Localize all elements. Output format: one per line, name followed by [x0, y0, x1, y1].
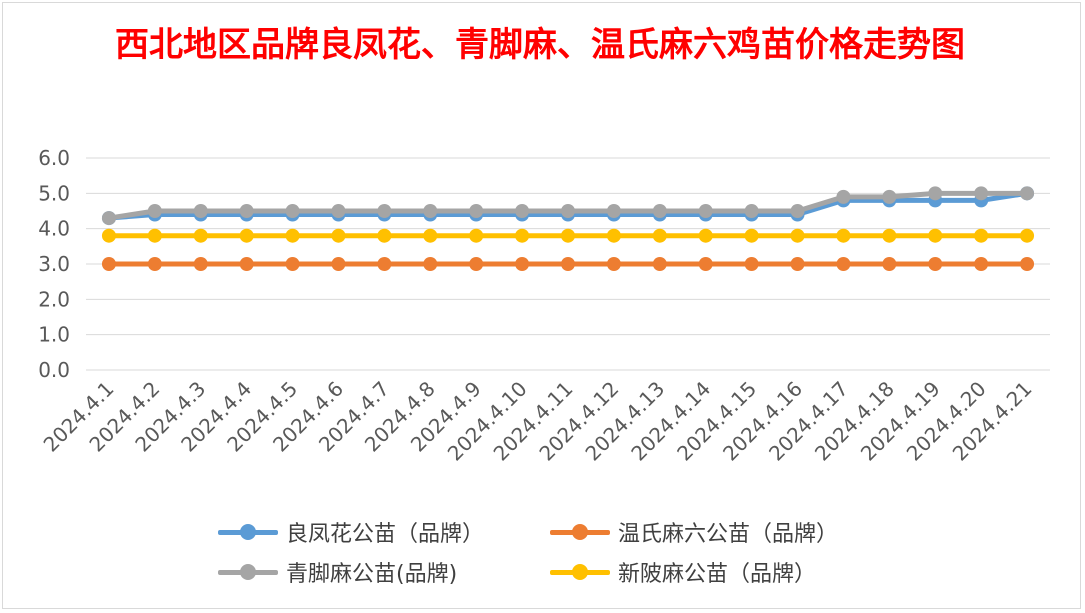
data-point — [515, 228, 530, 243]
data-point — [606, 204, 621, 218]
data-point — [331, 228, 346, 243]
data-point — [423, 204, 438, 218]
data-point — [561, 204, 575, 218]
data-point — [928, 228, 943, 243]
chart-title: 西北地区品牌良凤花、青脚麻、温氏麻六鸡苗价格走势图 — [115, 25, 965, 65]
series-2 — [101, 186, 1035, 226]
data-point — [928, 186, 943, 201]
series-1 — [101, 257, 1035, 271]
data-point — [515, 204, 530, 218]
legend-item-qingjiaoma: 青脚麻公苗(品牌) — [216, 556, 457, 588]
data-point — [744, 204, 759, 218]
data-point — [790, 257, 805, 271]
data-point — [147, 204, 162, 218]
legend-label-qingjiaoma: 青脚麻公苗(品牌) — [286, 562, 458, 587]
data-point — [652, 228, 667, 243]
data-point — [423, 257, 438, 271]
data-point — [744, 228, 759, 243]
data-point — [239, 228, 254, 243]
data-point — [698, 228, 713, 243]
legend-label-wenshi: 温氏麻六公苗（品牌） — [618, 522, 839, 547]
data-point — [836, 189, 851, 204]
y-tick-label: 2.0 — [38, 287, 70, 311]
data-point — [239, 257, 254, 271]
data-point — [101, 257, 116, 271]
data-point — [469, 257, 484, 271]
data-point — [101, 228, 116, 243]
data-point — [790, 228, 805, 243]
data-point — [285, 204, 300, 218]
data-point — [331, 257, 346, 271]
data-point — [698, 204, 713, 218]
data-point — [331, 204, 346, 218]
legend-marker-wenshi — [548, 521, 612, 543]
data-point — [744, 257, 759, 271]
data-point — [606, 257, 621, 271]
data-point — [1020, 186, 1035, 201]
legend-item-wenshi: 温氏麻六公苗（品牌） — [548, 516, 838, 548]
legend-marker-liangfenghua — [216, 521, 280, 543]
data-point — [790, 204, 805, 218]
data-point — [377, 257, 392, 271]
data-point — [285, 257, 300, 271]
data-point — [606, 228, 621, 243]
legend-label-xinpoma: 新陂麻公苗（品牌） — [618, 562, 817, 587]
data-point — [836, 257, 851, 271]
data-point — [1020, 257, 1035, 271]
data-point — [882, 257, 897, 271]
data-point — [469, 228, 484, 243]
legend-marker-xinpoma — [548, 561, 612, 583]
data-point — [101, 211, 116, 226]
data-point — [193, 257, 208, 271]
data-point — [285, 228, 300, 243]
data-point — [377, 228, 392, 243]
y-tick-label: 4.0 — [38, 217, 70, 241]
legend-label-liangfenghua: 良凤花公苗（品牌） — [286, 522, 485, 547]
data-point — [974, 186, 989, 201]
data-point — [239, 204, 254, 218]
legend-item-xinpoma: 新陂麻公苗（品牌） — [548, 556, 816, 588]
series-3 — [101, 228, 1035, 243]
y-tick-label: 6.0 — [38, 146, 70, 170]
data-point — [928, 257, 943, 271]
data-point — [423, 228, 438, 243]
y-tick-label: 3.0 — [38, 252, 70, 276]
data-point — [652, 257, 667, 271]
y-tick-label: 5.0 — [38, 181, 70, 205]
y-tick-label: 0.0 — [38, 358, 70, 382]
legend-marker-qingjiaoma — [216, 561, 280, 583]
legend-item-liangfenghua: 良凤花公苗（品牌） — [216, 516, 484, 548]
data-point — [515, 257, 530, 271]
data-point — [974, 228, 989, 243]
data-point — [974, 257, 989, 271]
data-point — [377, 204, 392, 218]
data-point — [652, 204, 667, 218]
data-point — [882, 228, 897, 243]
y-tick-label: 1.0 — [38, 323, 70, 347]
data-point — [193, 228, 208, 243]
data-point — [561, 228, 575, 243]
data-point — [193, 204, 208, 218]
data-point — [469, 204, 484, 218]
data-point — [882, 189, 897, 204]
data-point — [1020, 228, 1035, 243]
data-point — [561, 257, 575, 271]
data-point — [698, 257, 713, 271]
data-point — [836, 228, 851, 243]
data-point — [147, 257, 162, 271]
data-point — [147, 228, 162, 243]
